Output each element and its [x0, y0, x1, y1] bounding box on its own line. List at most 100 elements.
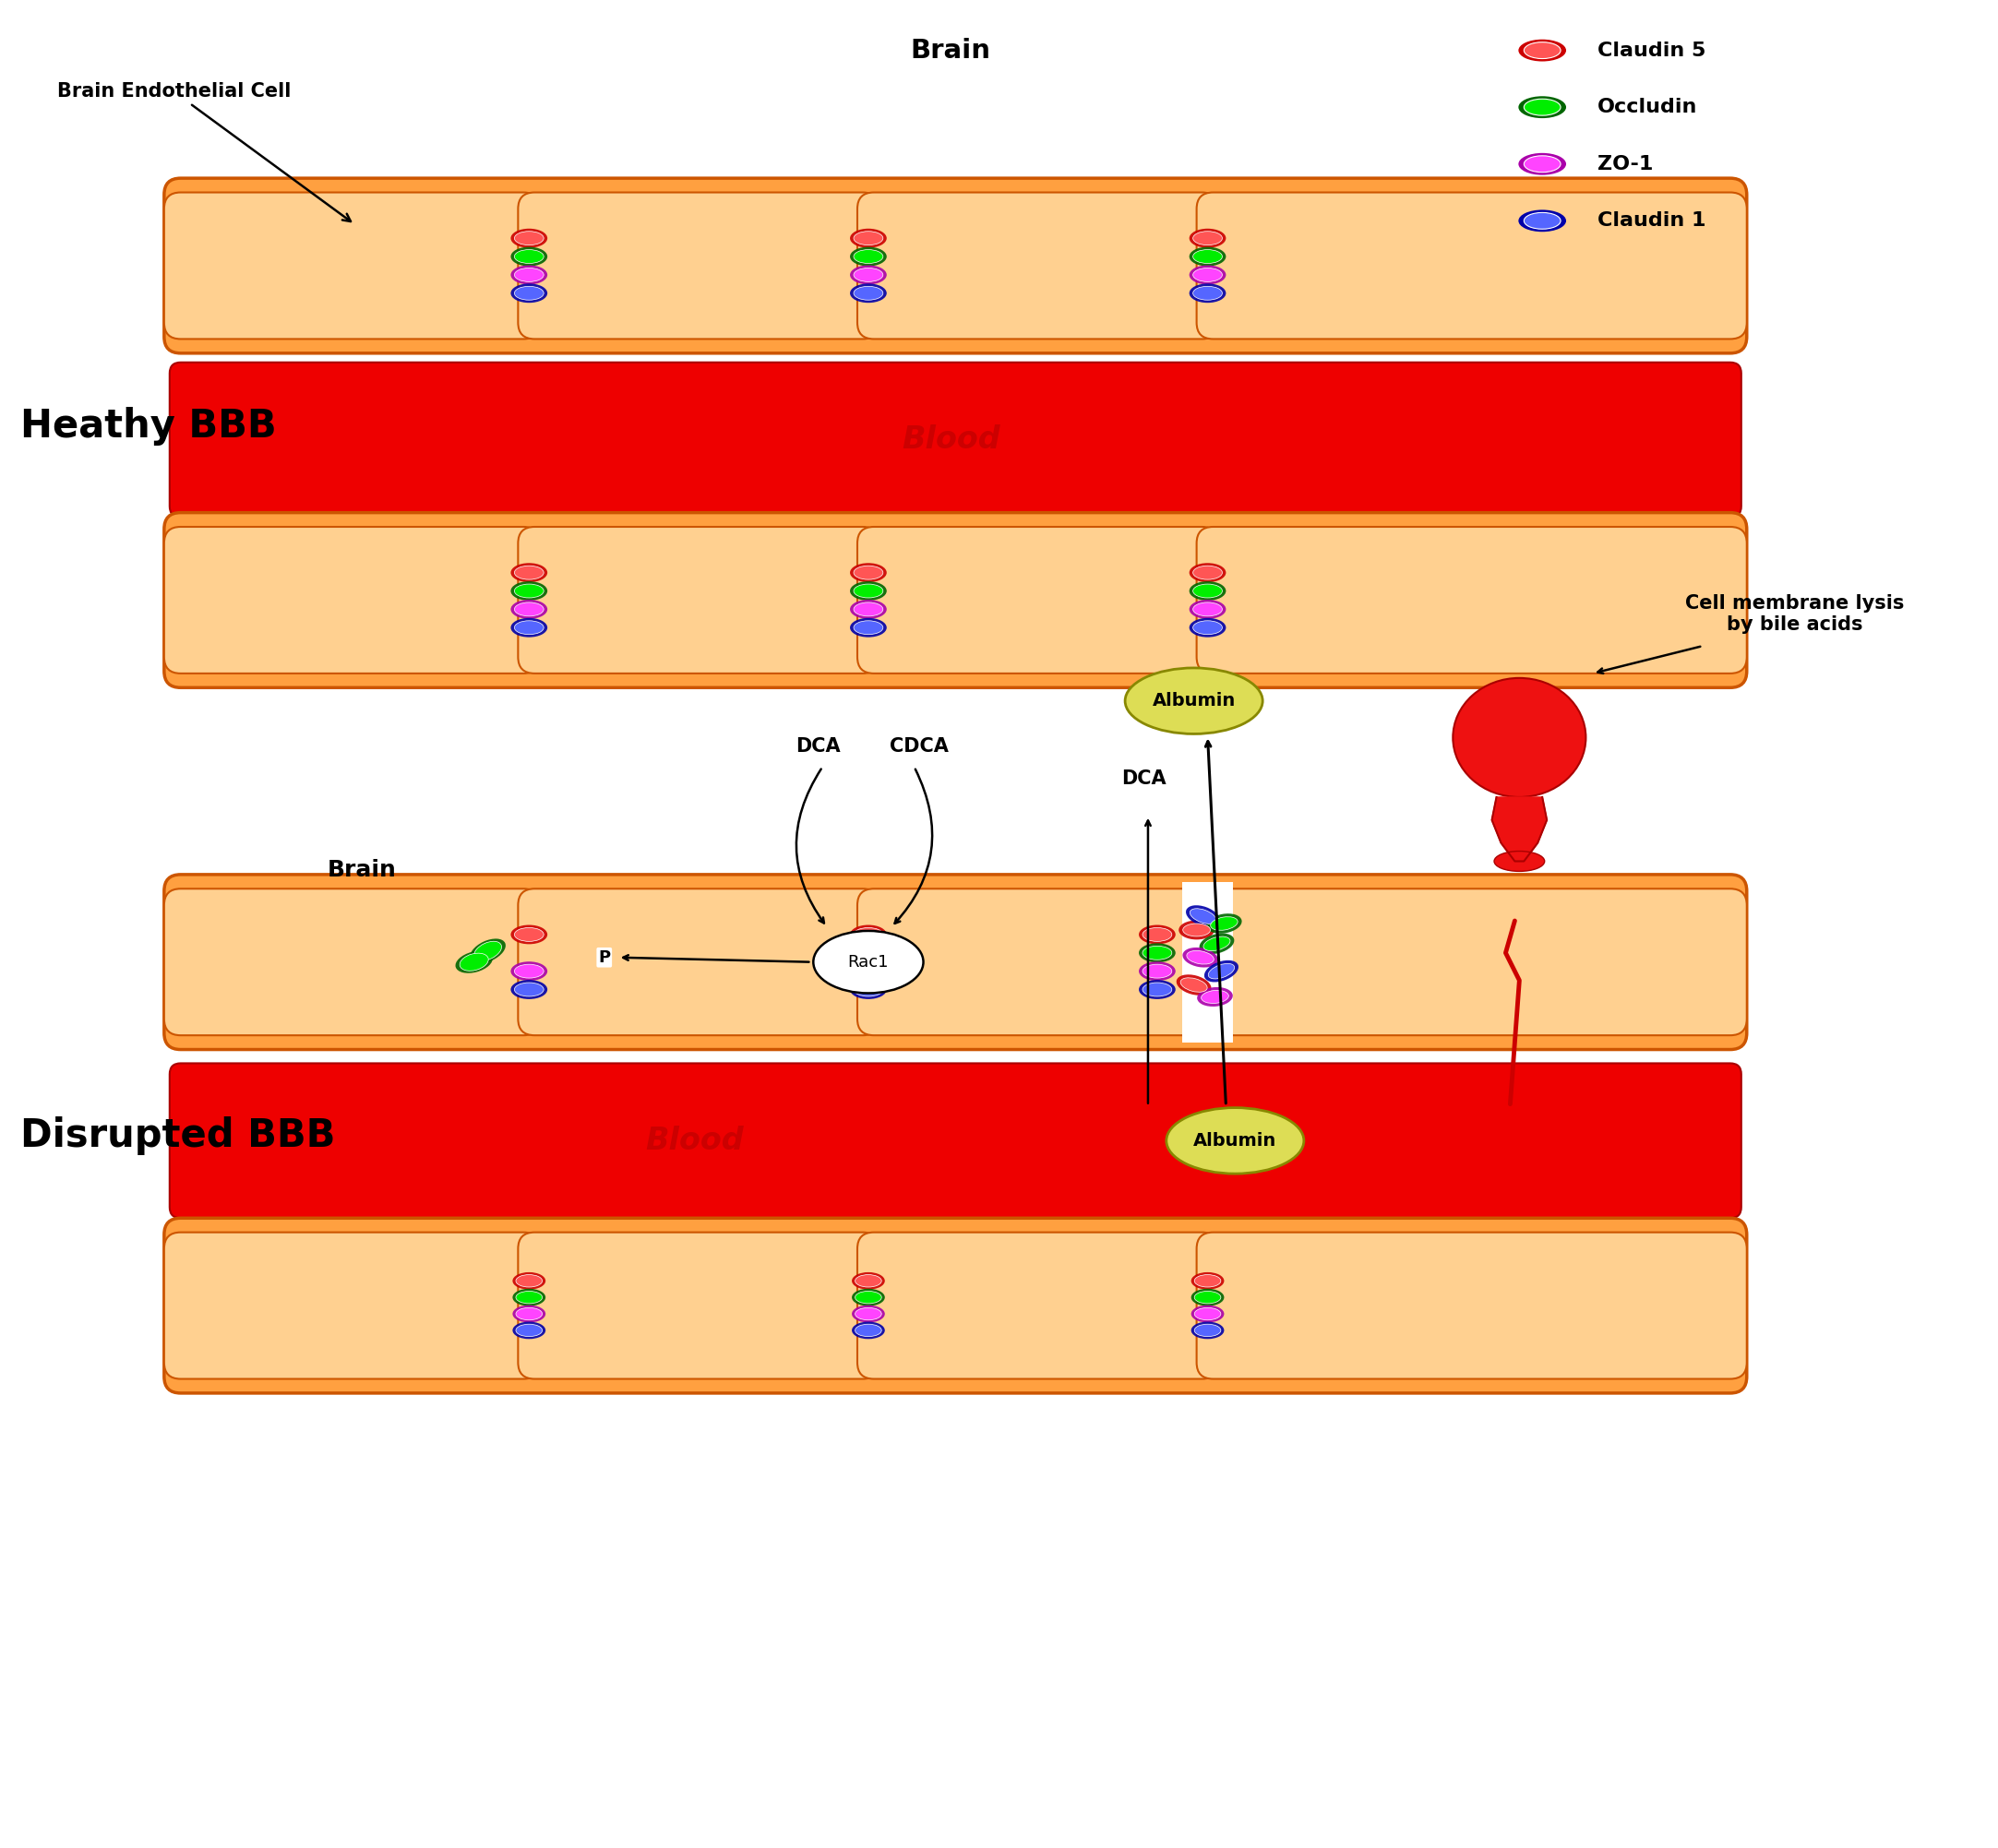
Ellipse shape [513, 983, 543, 996]
Ellipse shape [851, 1321, 885, 1340]
Ellipse shape [1189, 266, 1227, 285]
FancyBboxPatch shape [164, 177, 1746, 353]
Ellipse shape [513, 286, 543, 299]
Ellipse shape [849, 283, 887, 303]
Ellipse shape [511, 979, 547, 1000]
Ellipse shape [1524, 213, 1560, 229]
Ellipse shape [511, 564, 547, 582]
FancyBboxPatch shape [857, 889, 1219, 1035]
Text: Rac1: Rac1 [847, 954, 889, 970]
Ellipse shape [853, 946, 883, 959]
Ellipse shape [1193, 565, 1223, 580]
Text: DCA: DCA [795, 737, 841, 756]
Ellipse shape [511, 961, 547, 981]
Ellipse shape [1125, 667, 1263, 734]
Text: Brain: Brain [911, 37, 991, 63]
Ellipse shape [513, 565, 543, 580]
Ellipse shape [460, 954, 488, 970]
Text: Brain Endothelial Cell: Brain Endothelial Cell [56, 83, 352, 222]
Ellipse shape [511, 283, 547, 303]
Ellipse shape [1209, 963, 1235, 979]
Ellipse shape [1189, 283, 1227, 303]
Ellipse shape [1518, 96, 1566, 118]
Ellipse shape [1518, 39, 1566, 61]
Ellipse shape [1195, 1275, 1221, 1286]
FancyBboxPatch shape [857, 1233, 1219, 1379]
Ellipse shape [456, 952, 494, 974]
Ellipse shape [470, 939, 505, 963]
Ellipse shape [849, 248, 887, 266]
Text: Heathy BBB: Heathy BBB [20, 407, 276, 445]
Ellipse shape [1183, 924, 1211, 937]
Text: Blood: Blood [901, 425, 1001, 455]
Ellipse shape [849, 942, 887, 963]
Ellipse shape [1179, 920, 1215, 939]
Ellipse shape [513, 584, 543, 597]
Ellipse shape [1193, 249, 1223, 264]
Ellipse shape [849, 564, 887, 582]
Ellipse shape [1205, 961, 1239, 981]
Polygon shape [1493, 796, 1546, 861]
FancyBboxPatch shape [164, 512, 1746, 687]
FancyBboxPatch shape [170, 362, 1742, 517]
Ellipse shape [1189, 248, 1227, 266]
Ellipse shape [513, 268, 543, 281]
Ellipse shape [1191, 1288, 1225, 1307]
Ellipse shape [1189, 617, 1227, 638]
Ellipse shape [1193, 602, 1223, 615]
FancyBboxPatch shape [164, 1218, 1746, 1393]
Ellipse shape [513, 1288, 545, 1307]
Ellipse shape [1193, 268, 1223, 281]
Ellipse shape [855, 1308, 881, 1319]
Ellipse shape [855, 1275, 881, 1286]
Ellipse shape [1189, 599, 1227, 619]
Ellipse shape [1191, 1271, 1225, 1290]
Text: Brain: Brain [328, 859, 396, 881]
Text: ZO-1: ZO-1 [1596, 155, 1652, 174]
Ellipse shape [1143, 928, 1173, 941]
FancyBboxPatch shape [517, 192, 879, 338]
Bar [1183, 881, 1233, 1042]
Text: Cell membrane lysis
by bile acids: Cell membrane lysis by bile acids [1684, 593, 1904, 634]
Ellipse shape [853, 286, 883, 299]
Ellipse shape [515, 1308, 541, 1319]
Ellipse shape [513, 965, 543, 978]
Ellipse shape [855, 1325, 881, 1336]
Ellipse shape [853, 928, 883, 941]
Ellipse shape [1197, 987, 1233, 1007]
FancyBboxPatch shape [1197, 527, 1746, 673]
Ellipse shape [1195, 1325, 1221, 1336]
Ellipse shape [1189, 582, 1227, 601]
Ellipse shape [849, 924, 887, 944]
Ellipse shape [1518, 153, 1566, 176]
Ellipse shape [513, 249, 543, 264]
Ellipse shape [1143, 946, 1173, 959]
Ellipse shape [513, 1271, 545, 1290]
Ellipse shape [1453, 678, 1586, 796]
Ellipse shape [1183, 948, 1219, 967]
Ellipse shape [1203, 937, 1231, 952]
Ellipse shape [853, 231, 883, 246]
Ellipse shape [1193, 231, 1223, 246]
Ellipse shape [511, 924, 547, 944]
Ellipse shape [513, 1305, 545, 1323]
Ellipse shape [851, 1271, 885, 1290]
FancyBboxPatch shape [1197, 1233, 1746, 1379]
Ellipse shape [515, 1325, 541, 1336]
Text: DCA: DCA [1121, 769, 1167, 787]
Ellipse shape [853, 584, 883, 597]
Ellipse shape [1139, 924, 1175, 944]
Ellipse shape [1167, 1107, 1305, 1173]
Ellipse shape [1518, 211, 1566, 231]
Ellipse shape [511, 582, 547, 601]
Ellipse shape [1193, 621, 1223, 634]
Ellipse shape [511, 266, 547, 285]
Text: Claudin 1: Claudin 1 [1596, 211, 1706, 229]
FancyBboxPatch shape [1197, 192, 1746, 338]
Ellipse shape [1139, 961, 1175, 981]
Ellipse shape [1207, 913, 1243, 933]
Ellipse shape [513, 621, 543, 634]
FancyBboxPatch shape [164, 874, 1746, 1050]
Ellipse shape [1181, 978, 1207, 992]
Ellipse shape [853, 268, 883, 281]
